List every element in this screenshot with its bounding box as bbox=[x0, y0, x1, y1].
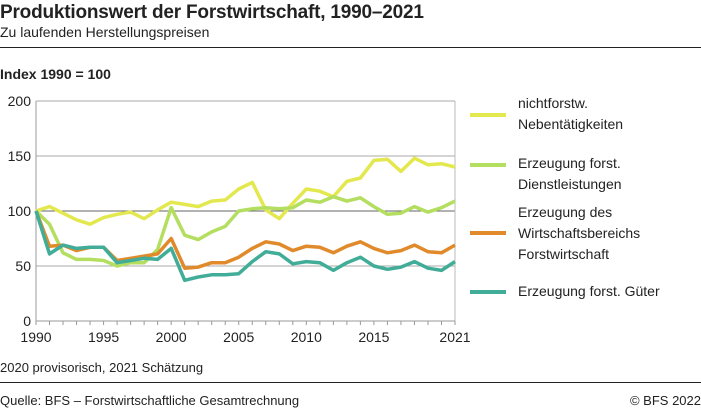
legend-label: Erzeugung forst. Güter bbox=[518, 281, 660, 302]
legend-label: Erzeugung des Wirtschaftsbereichs Forstwir… bbox=[518, 202, 640, 265]
chart-title: Produktionswert der Forstwirtschaft, 199… bbox=[0, 2, 424, 23]
y-tick-label: 100 bbox=[8, 203, 32, 219]
legend-swatch bbox=[470, 290, 506, 294]
series-line-0 bbox=[35, 156, 456, 226]
x-tick-label: 1990 bbox=[20, 329, 51, 345]
footnote: 2020 provisorisch, 2021 Schätzung bbox=[0, 360, 204, 375]
legend-label-line: Nebentätigkeiten bbox=[518, 116, 624, 132]
legend-label-line: Dienstleistungen bbox=[518, 176, 622, 192]
y-tick-label: 50 bbox=[15, 258, 31, 274]
legend-label-line: Erzeugung forst. bbox=[518, 155, 621, 171]
x-tick-label: 2005 bbox=[223, 329, 254, 345]
x-tick-label: 2021 bbox=[439, 329, 470, 345]
y-tick-label: 150 bbox=[8, 148, 32, 164]
legend-label-line: nichtforstw. bbox=[518, 95, 589, 111]
x-tick-label: 1995 bbox=[88, 329, 119, 345]
divider bbox=[0, 47, 701, 48]
series-line-1 bbox=[34, 194, 456, 268]
legend-label-line: Forstwirtschaft bbox=[518, 246, 610, 262]
source: Quelle: BFS – Forstwirtschaftliche Gesam… bbox=[0, 393, 300, 408]
legend-label: Erzeugung forst. Dienstleistungen bbox=[518, 153, 622, 195]
y-tick-label: 0 bbox=[23, 313, 31, 329]
legend-swatch bbox=[470, 163, 506, 167]
legend-label: nichtforstw. Nebentätigkeiten bbox=[518, 93, 623, 135]
legend-swatch bbox=[470, 113, 506, 117]
x-tick-label: 2015 bbox=[358, 329, 389, 345]
legend-label-line: Erzeugung des bbox=[518, 204, 613, 220]
series-line-3 bbox=[34, 210, 456, 283]
divider bbox=[0, 382, 701, 383]
y-tick-label: 200 bbox=[8, 93, 32, 109]
plot-area: 0 50 100 150 200 1990 1995 2000 2005 2010 2015 2021 bbox=[8, 93, 471, 345]
legend-swatch bbox=[470, 231, 506, 235]
legend-label-line: Wirtschaftsbereichs bbox=[518, 225, 641, 241]
legend-label-line: Erzeugung forst. Güter bbox=[518, 283, 660, 299]
chart-subtitle: Zu laufenden Herstellungspreisen bbox=[0, 24, 210, 40]
x-tick-label: 2010 bbox=[291, 329, 322, 345]
x-tick-label: 2000 bbox=[156, 329, 187, 345]
y-axis-label: Index 1990 = 100 bbox=[0, 66, 111, 82]
copyright: © BFS 2022 bbox=[629, 393, 701, 408]
